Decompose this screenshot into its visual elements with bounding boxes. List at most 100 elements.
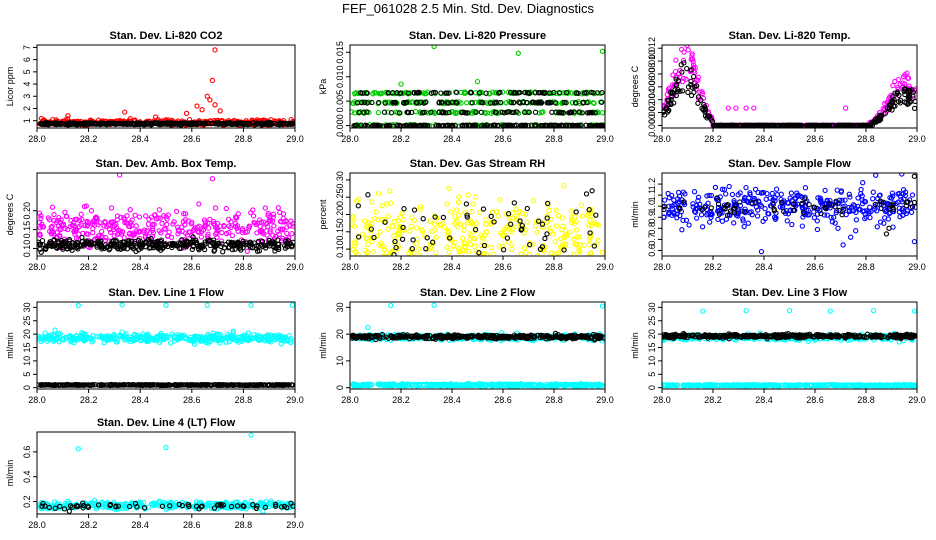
data-point <box>288 338 294 344</box>
data-point <box>280 215 286 222</box>
data-point <box>270 214 276 220</box>
data-point <box>183 110 190 117</box>
data-point <box>234 225 240 231</box>
data-point <box>520 210 526 217</box>
data-point <box>222 335 228 341</box>
data-point <box>284 240 290 247</box>
data-point <box>694 215 700 221</box>
data-point <box>223 205 229 212</box>
data-point <box>73 216 80 222</box>
data-point <box>386 253 392 256</box>
data-point <box>248 240 254 246</box>
data-point <box>519 226 525 232</box>
data-point <box>587 236 593 243</box>
data-point <box>120 245 126 251</box>
data-point <box>400 216 406 223</box>
data-point <box>141 227 147 233</box>
x-tick-label: 28.0 <box>341 262 359 272</box>
data-point <box>513 224 519 230</box>
data-point <box>76 217 83 223</box>
data-point <box>133 241 139 247</box>
data-point <box>432 214 438 220</box>
data-point <box>118 240 124 246</box>
data-point <box>204 302 210 308</box>
data-point <box>432 227 438 233</box>
data-point <box>210 335 216 341</box>
data-point <box>462 89 468 95</box>
data-point <box>114 216 121 223</box>
data-point <box>689 53 695 59</box>
data-point <box>439 99 445 105</box>
data-point <box>190 234 196 240</box>
data-point <box>213 231 219 237</box>
data-point <box>681 60 687 66</box>
data-point <box>817 195 823 201</box>
data-point <box>569 214 575 220</box>
data-point <box>573 100 579 106</box>
data-point <box>890 82 896 89</box>
data-point <box>414 225 420 231</box>
data-point <box>131 382 137 388</box>
data-point <box>401 206 407 212</box>
data-point <box>599 99 605 105</box>
data-point <box>717 194 723 200</box>
data-point <box>737 199 743 205</box>
data-point <box>133 223 139 229</box>
x-tick-label: 28.4 <box>131 262 149 272</box>
data-point <box>572 214 578 220</box>
data-point <box>169 241 175 248</box>
data-point <box>82 241 89 247</box>
data-point <box>399 210 405 216</box>
data-point <box>453 89 460 96</box>
data-point <box>136 214 143 220</box>
y-tick-label: 0.010 <box>335 65 345 88</box>
data-point <box>230 328 236 334</box>
data-point <box>289 231 295 237</box>
data-point <box>88 336 94 342</box>
data-point <box>567 229 573 235</box>
data-point <box>49 229 55 235</box>
data-point <box>45 243 51 249</box>
data-point <box>288 336 294 342</box>
data-point <box>108 205 115 211</box>
x-tick-label: 28.8 <box>857 134 875 144</box>
data-point <box>249 244 255 251</box>
data-point <box>41 120 47 127</box>
data-point <box>44 382 50 388</box>
data-point <box>482 109 488 116</box>
data-point <box>240 241 246 247</box>
data-point <box>707 219 713 225</box>
data-point <box>802 185 809 191</box>
data-point <box>662 112 668 118</box>
data-point <box>900 80 906 86</box>
data-point <box>115 121 121 127</box>
data-point <box>279 121 286 127</box>
data-point <box>354 100 361 106</box>
data-point <box>107 121 113 127</box>
data-point <box>472 194 479 200</box>
data-point <box>681 49 687 55</box>
data-point <box>365 192 371 198</box>
data-point <box>71 228 77 235</box>
data-point <box>476 90 483 96</box>
data-point <box>755 198 762 204</box>
data-point <box>818 210 824 217</box>
data-point <box>251 332 257 338</box>
data-point <box>817 207 823 214</box>
data-point <box>576 268 580 272</box>
data-point <box>704 212 710 218</box>
data-point <box>428 259 432 263</box>
data-point <box>575 90 581 96</box>
data-point <box>699 90 706 97</box>
data-point <box>251 335 257 341</box>
data-point <box>483 221 489 227</box>
data-point <box>90 229 96 236</box>
data-point <box>156 207 163 213</box>
data-point <box>259 239 265 245</box>
data-point <box>458 221 464 227</box>
data-point <box>119 120 126 127</box>
data-point <box>791 207 797 213</box>
points-layer <box>37 173 295 255</box>
data-point <box>256 248 263 254</box>
data-point <box>408 223 414 229</box>
